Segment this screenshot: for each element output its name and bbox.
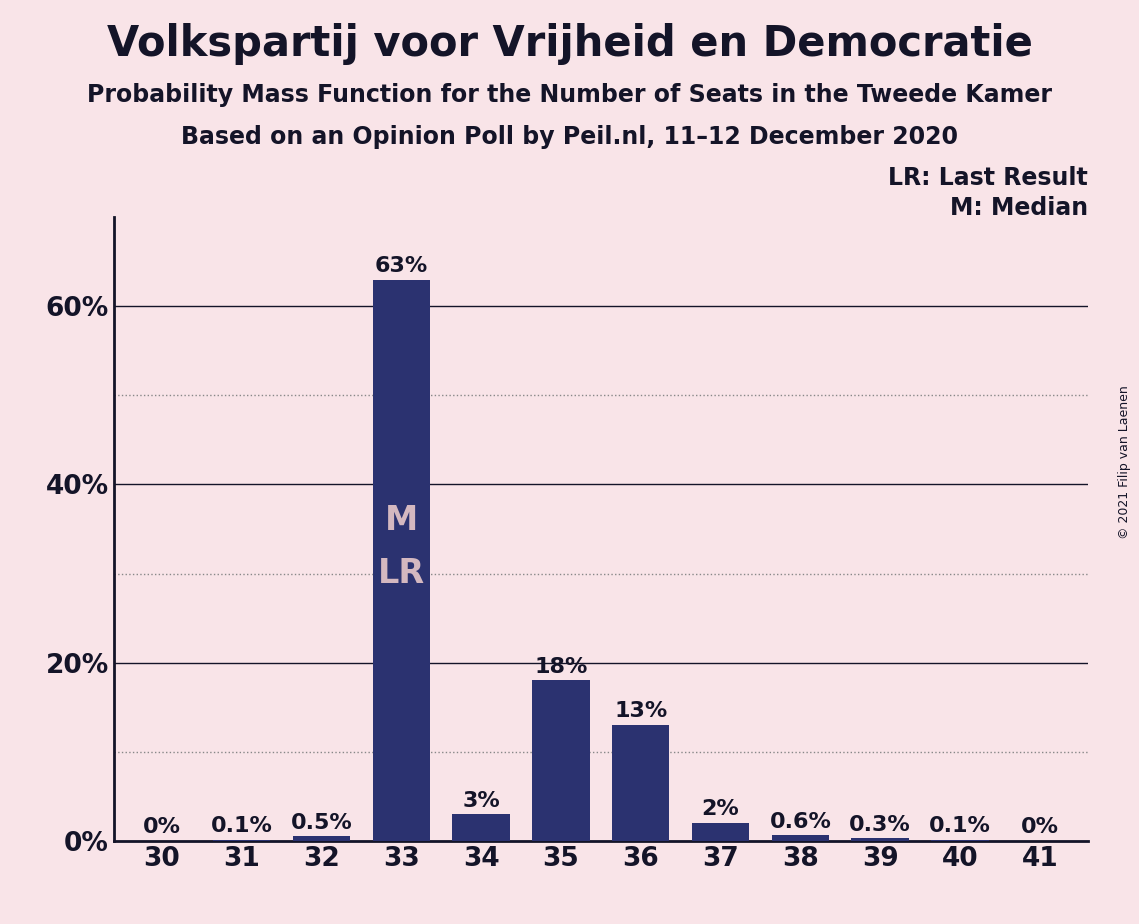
Text: Probability Mass Function for the Number of Seats in the Tweede Kamer: Probability Mass Function for the Number… (87, 83, 1052, 107)
Text: 0.5%: 0.5% (290, 813, 352, 833)
Text: © 2021 Filip van Laenen: © 2021 Filip van Laenen (1118, 385, 1131, 539)
Text: 3%: 3% (462, 791, 500, 810)
Text: M: M (385, 504, 418, 537)
Bar (691, 823, 749, 841)
Text: 0.6%: 0.6% (770, 812, 831, 832)
Text: LR: Last Result: LR: Last Result (888, 166, 1088, 190)
Text: 63%: 63% (375, 256, 428, 276)
Text: 0.1%: 0.1% (929, 817, 991, 836)
Bar (452, 814, 510, 841)
Bar (532, 680, 590, 841)
Text: Based on an Opinion Poll by Peil.nl, 11–12 December 2020: Based on an Opinion Poll by Peil.nl, 11–… (181, 125, 958, 149)
Text: 2%: 2% (702, 799, 739, 820)
Bar (293, 836, 350, 841)
Text: 13%: 13% (614, 701, 667, 722)
Bar (771, 835, 829, 841)
Bar (372, 279, 431, 841)
Bar (852, 838, 909, 841)
Text: 0%: 0% (142, 817, 181, 837)
Text: Volkspartij voor Vrijheid en Democratie: Volkspartij voor Vrijheid en Democratie (107, 23, 1032, 65)
Text: 0.3%: 0.3% (850, 815, 911, 834)
Text: 18%: 18% (534, 657, 588, 677)
Text: 0.1%: 0.1% (211, 817, 272, 836)
Text: 0%: 0% (1021, 817, 1059, 837)
Bar (612, 725, 670, 841)
Text: M: Median: M: Median (950, 196, 1088, 220)
Text: LR: LR (378, 557, 425, 590)
